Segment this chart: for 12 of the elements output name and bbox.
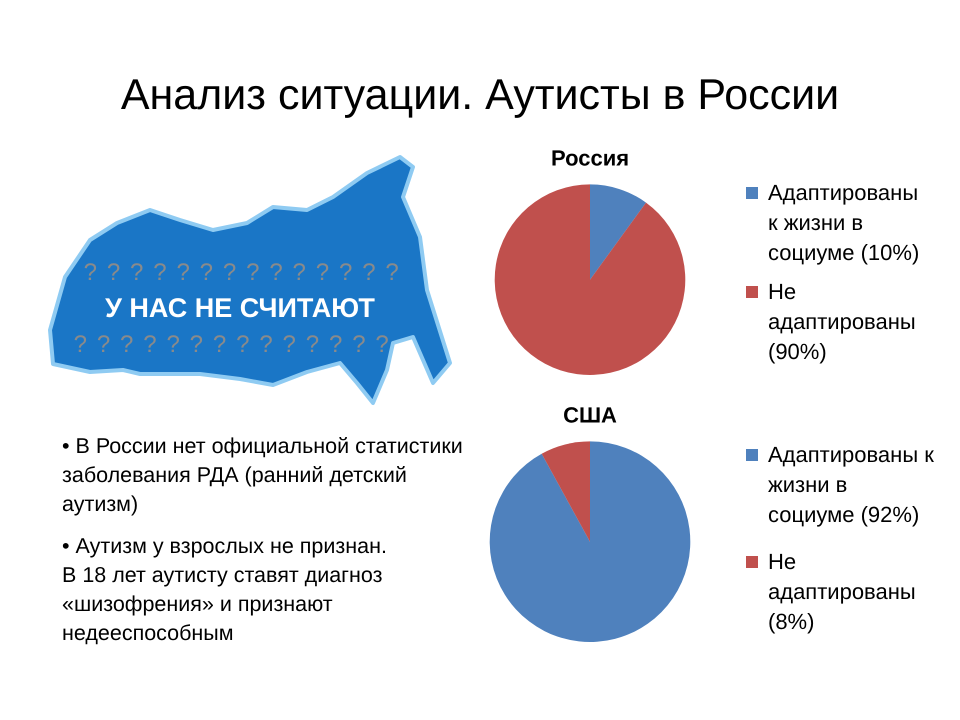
text: Анализ ситуации. Аутисты в России xyxy=(120,70,840,120)
legend-label: Не адаптированы (90%) xyxy=(768,279,916,364)
text: • В России нет официальной статистики заболевания РДА (ранний детский аутизм) xyxy=(62,433,464,518)
legend-label: Адаптированы к жизни в социуме (92%) xyxy=(768,442,934,527)
text: У НАС НЕ СЧИТАЮТ xyxy=(104,293,376,323)
chart-title: США xyxy=(563,402,618,428)
text: • Аутизм у взрослых не признан. В 18 лет аутисту ставят диагноз «шизофрения» и признают недееспособным xyxy=(62,533,388,647)
text: ? ? ? ? ? ? ? ? ? ? ? ? ? ? xyxy=(72,330,392,360)
legend-label: Адаптированы к жизни в социуме (10%) xyxy=(768,180,920,265)
chart-title: Россия xyxy=(550,145,630,170)
legend-label: Не адаптированы (8%) xyxy=(768,549,916,634)
text: ? ? ? ? ? ? ? ? ? ? ? ? ? ? xyxy=(82,258,402,288)
